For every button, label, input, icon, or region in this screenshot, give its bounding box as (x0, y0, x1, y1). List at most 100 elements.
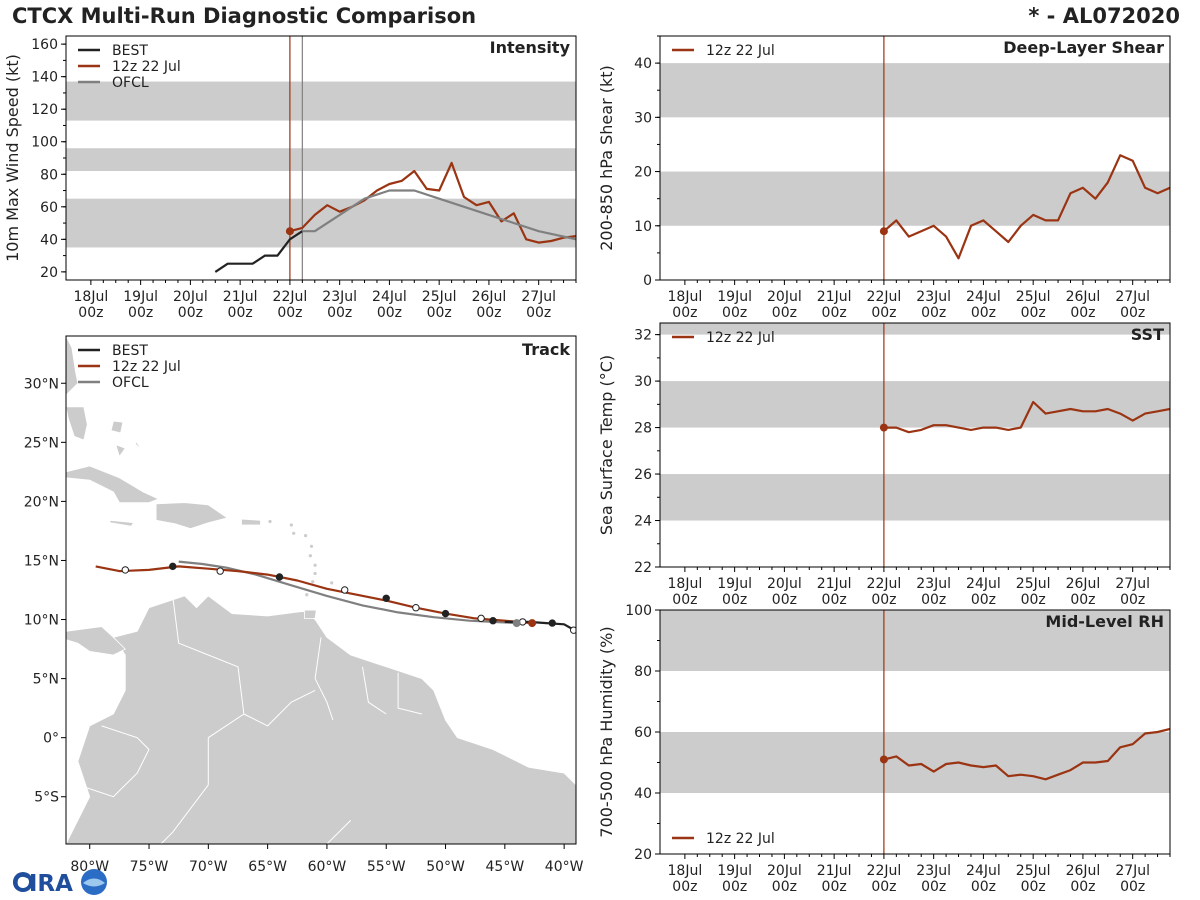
intensity-ytick-label: 60 (40, 200, 58, 216)
rh-ytick-label: 60 (634, 725, 652, 741)
intensity-xtick-label: 23Jul (322, 289, 357, 305)
land-mass (155, 502, 229, 530)
rh-xtick-label: 18Jul (668, 863, 703, 879)
legend: 12z 22 Jul (672, 330, 775, 346)
legend-label-best: BEST (112, 343, 148, 359)
shear-xtick-label: 22Jul (867, 289, 902, 305)
track-xtick-label: 70°W (189, 859, 228, 875)
track-ytick-label: 25°N (24, 435, 59, 451)
intensity-xtick-label: 00z (327, 305, 352, 321)
shear-xtick-label: 00z (772, 305, 797, 321)
sst-band (660, 381, 1170, 428)
track-xtick-label: 50°W (426, 859, 465, 875)
intensity-xtick-label: 00z (377, 305, 402, 321)
shear-xtick-label: 25Jul (1016, 289, 1051, 305)
intensity-band (66, 148, 576, 172)
intensity-ytick-label: 160 (31, 37, 58, 53)
sst-ytick-label: 24 (634, 514, 652, 530)
track-ytick-label: 0° (43, 731, 59, 747)
legend-label-run: 12z 22 Jul (706, 831, 775, 847)
land-mass (241, 518, 261, 526)
track-time-marker (382, 594, 390, 602)
sst-ytick-label: 30 (634, 374, 652, 390)
land-mass (66, 595, 576, 844)
rh-xtick-label: 00z (1120, 879, 1145, 895)
island (305, 593, 309, 597)
rh-xtick-label: 00z (971, 879, 996, 895)
shear-ytick-label: 40 (634, 56, 652, 72)
track-time-marker (169, 562, 177, 571)
shear-ytick-label: 0 (643, 273, 652, 289)
shear-ylabel: 200-850 hPa Shear (kt) (597, 65, 616, 251)
rh-xtick-label: 00z (1070, 879, 1095, 895)
track-run (95, 565, 533, 625)
rh-title: Mid-Level RH (1045, 612, 1164, 631)
country-border (243, 689, 316, 727)
intensity-ytick-label: 80 (40, 167, 58, 183)
legend-label-ofcl: OFCL (112, 375, 149, 391)
sst-ytick-label: 22 (634, 560, 652, 576)
track-ytick-label: 5°N (33, 672, 59, 688)
intensity-ytick-label: 20 (40, 265, 58, 281)
country-border (77, 725, 150, 798)
track-time-marker (569, 626, 576, 634)
sst-xtick-label: 00z (772, 592, 797, 608)
land-mass (115, 444, 126, 458)
sst-xtick-label: 00z (1120, 592, 1145, 608)
track-title: Track (522, 340, 570, 359)
sst-xtick-label: 26Jul (1066, 576, 1101, 592)
country-border (172, 595, 245, 785)
shear-plot-area (660, 36, 1170, 280)
shear-series-run (883, 154, 1170, 260)
intensity-plot-area (66, 36, 576, 280)
track-time-marker (412, 604, 420, 612)
sst-xtick-label: 22Jul (867, 576, 902, 592)
sst-plot-area (660, 323, 1170, 567)
intensity-xtick-label: 18Jul (74, 289, 109, 305)
rh-xtick-label: 00z (1021, 879, 1046, 895)
intensity-xtick-label: 24Jul (372, 289, 407, 305)
sst-series-run (883, 400, 1170, 434)
island (303, 534, 308, 538)
intensity-xtick-label: 22Jul (273, 289, 308, 305)
track-ofcl (178, 560, 517, 625)
country-border (208, 820, 352, 844)
legend-label-run: 12z 22 Jul (706, 43, 775, 59)
land-mass (134, 439, 143, 450)
land-mass (303, 609, 317, 619)
intensity-xtick-label: 00z (526, 305, 551, 321)
intensity-xtick-label: 00z (427, 305, 452, 321)
intensity-band (66, 81, 576, 121)
track-time-marker (121, 566, 130, 574)
shear-xtick-label: 21Jul (817, 289, 852, 305)
island (311, 580, 315, 584)
shear-title: Deep-Layer Shear (1003, 38, 1164, 57)
track-xtick-label: 60°W (308, 859, 347, 875)
sst-xtick-label: 23Jul (916, 576, 951, 592)
track-xtick-label: 55°W (367, 859, 406, 875)
rh-init-marker (879, 755, 888, 764)
track-panel: 80°W 75°W 70°W 65°W 60°W 55°W 50°W 45°W 40°W5°S0… (24, 335, 584, 875)
shear-xtick-label: 00z (822, 305, 847, 321)
cira-logo-text: CIRA (12, 871, 73, 897)
land-mass (66, 465, 160, 504)
sst-init-marker (879, 423, 888, 432)
shear-frame (659, 35, 1171, 281)
storm-id: * - AL072020 (1028, 4, 1180, 28)
track-init-marker-run (528, 619, 537, 628)
rh-xtick-label: 23Jul (916, 863, 951, 879)
country-border (314, 637, 334, 721)
sst-ytick-label: 28 (634, 421, 652, 437)
sst-band (660, 474, 1170, 521)
sst-frame (659, 322, 1171, 568)
sst-ytick-label: 26 (634, 467, 652, 483)
rh-ytick-label: 100 (625, 603, 652, 619)
shear-init-marker (879, 227, 888, 236)
rh-xtick-label: 00z (672, 879, 697, 895)
intensity-ytick-label: 40 (40, 232, 58, 248)
land-mass (66, 336, 79, 407)
intensity-ytick-label: 120 (31, 102, 58, 118)
